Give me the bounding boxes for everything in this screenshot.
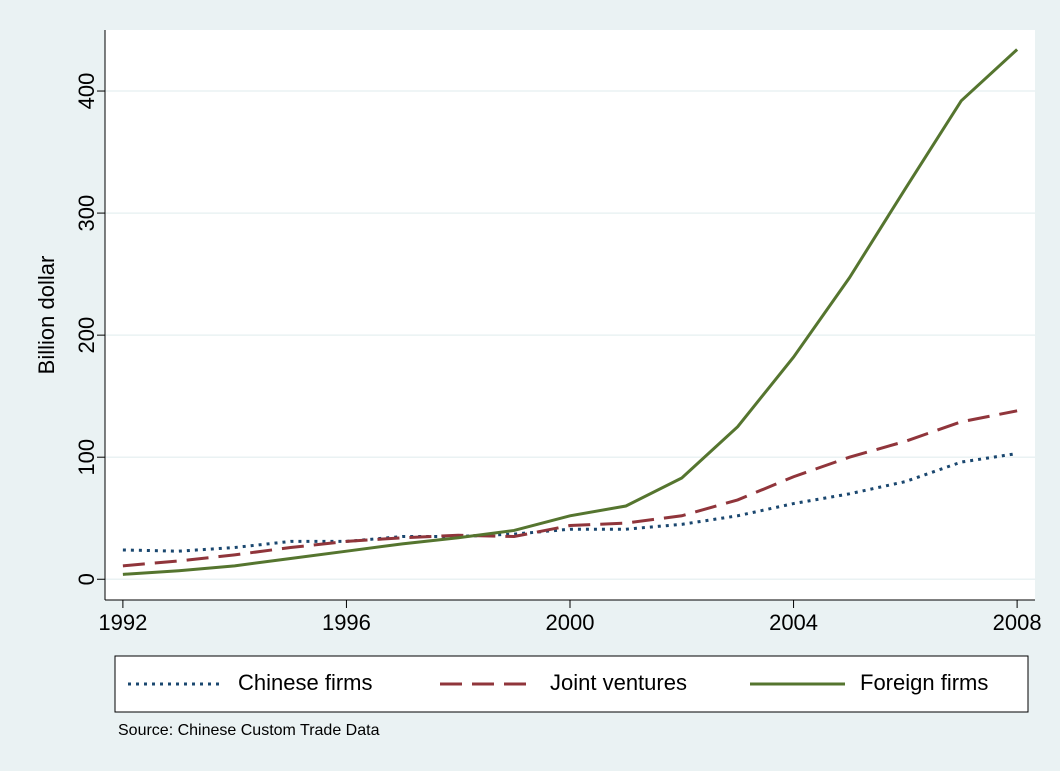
x-tick-label: 1992 <box>98 610 147 635</box>
y-tick-label: 300 <box>74 195 99 232</box>
plot-area <box>105 30 1035 600</box>
x-tick-label: 2008 <box>993 610 1042 635</box>
legend-label: Chinese firms <box>238 670 372 695</box>
legend <box>114 655 1029 713</box>
x-tick-label: 2000 <box>546 610 595 635</box>
y-tick-label: 400 <box>74 73 99 110</box>
x-tick-label: 1996 <box>322 610 371 635</box>
series-line <box>122 452 1018 553</box>
y-tick-label: 200 <box>74 317 99 354</box>
y-tick-label: 100 <box>74 439 99 476</box>
legend-label: Joint ventures <box>550 670 687 695</box>
legend-label: Foreign firms <box>860 670 988 695</box>
y-tick-label: 0 <box>74 573 99 585</box>
series-line <box>122 409 1018 568</box>
y-axis-label: Billion dollar <box>34 256 59 375</box>
source-note: Source: Chinese Custom Trade Data <box>118 722 380 739</box>
x-tick-label: 2004 <box>769 610 818 635</box>
series-line <box>122 48 1019 576</box>
